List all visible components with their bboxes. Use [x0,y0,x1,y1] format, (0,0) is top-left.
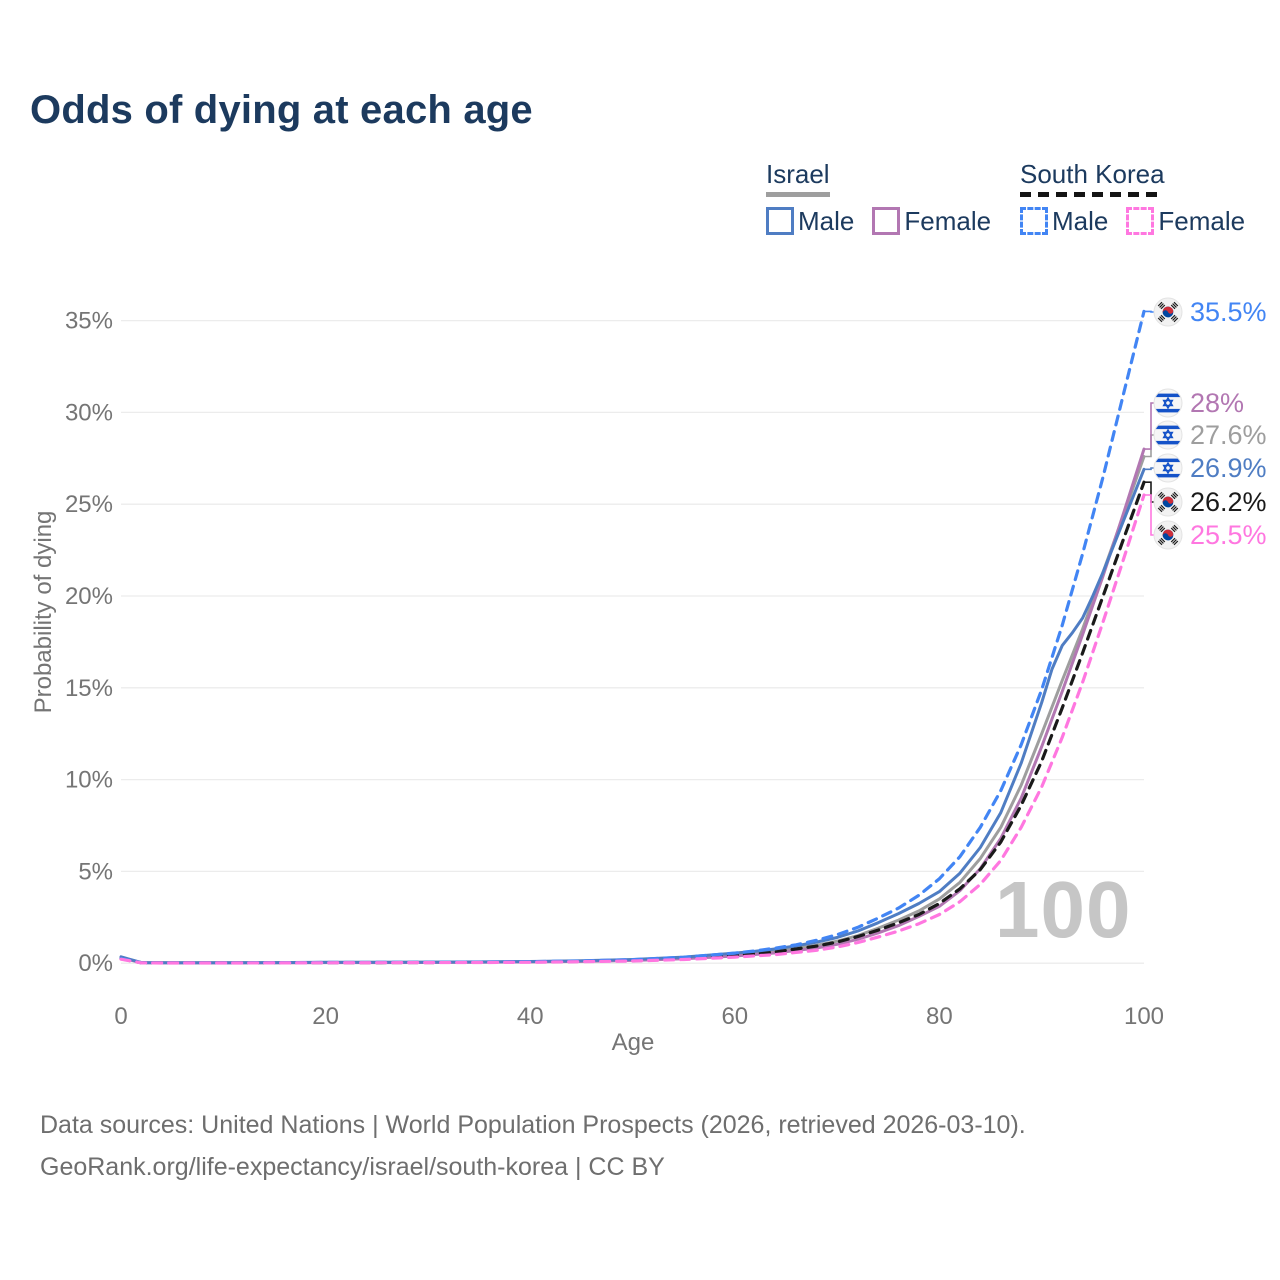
south-korea-female-swatch-icon [1126,207,1155,236]
line-south-korea-male[interactable] [119,309,1146,965]
y-tick-label: 10% [65,767,113,794]
chart-title: Odds of dying at each age [30,88,533,132]
x-tick-label: 0 [114,1003,127,1030]
line-israel-female[interactable] [119,447,1146,965]
line-south-korea-average[interactable] [119,480,1146,965]
israel-flag-icon [1153,454,1183,482]
end-label-israel-male: 26.9% [1190,453,1267,483]
end-label-south-korea-female: 25.5% [1190,520,1267,550]
end-label-south-korea-male: 35.5% [1190,297,1267,327]
israel-line-sample [766,191,830,197]
x-tick-label: 40 [517,1003,544,1030]
gridlines [121,319,1144,964]
line-israel-average[interactable] [119,455,1146,965]
end-label-israel-female: 28% [1190,388,1244,418]
x-tick-label: 20 [312,1003,339,1030]
legend-item-south-korea-male[interactable]: Male [1020,206,1108,237]
line-south-korea-female[interactable] [119,493,1146,965]
x-tick-label: 100 [1124,1003,1164,1030]
legend-item-label: Male [798,205,855,236]
y-tick-label: 5% [78,858,113,885]
legend: Israel Male Female South Korea [766,160,1245,237]
y-tick-label: 25% [65,491,113,518]
hover-age-watermark: 100 [995,865,1132,954]
y-tick-label: 0% [78,950,113,977]
south-korea-line-sample [1020,191,1163,197]
y-tick-label: 30% [65,399,113,426]
south-korea-flag-icon [1153,487,1183,517]
south-korea-flag-icon [1153,297,1183,327]
legend-item-label: Female [904,205,992,236]
x-axis-title: Age [611,1029,655,1056]
x-tick-label: 80 [926,1003,953,1030]
south-korea-flag-icon [1153,520,1183,550]
end-label-israel-average: 27.6% [1190,420,1267,450]
israel-flag-icon [1153,389,1183,417]
israel-male-swatch-icon [766,207,794,236]
legend-item-label: Female [1158,205,1246,236]
line-israel-male[interactable] [119,467,1146,965]
legend-item-israel-male[interactable]: Male [766,206,854,237]
y-tick-label: 35% [65,308,113,335]
south-korea-male-swatch-icon [1020,207,1048,236]
chart-svg: 0% 5% 10% 15% 20% 25% 30% 35% 0 20 40 60 80 100 27.6%… [65,297,1267,1030]
israel-female-swatch-icon [872,207,901,236]
legend-item-label: Male [1052,205,1109,236]
series-lines [119,309,1146,965]
legend-item-israel-female[interactable]: Female [872,206,991,237]
source-note: Data sources: United Nations | World Pop… [40,1104,1026,1188]
legend-group-israel: Israel Male Female [766,160,1002,237]
y-tick-label: 15% [65,675,113,702]
end-label-south-korea-average: 26.2% [1190,487,1267,517]
leader-line [1144,402,1156,450]
source-url: GeoRank.org/life-expectancy/israel/south… [40,1153,665,1181]
legend-israel-label: Israel [766,159,830,189]
legend-item-south-korea-female[interactable]: Female [1126,206,1245,237]
y-tick-label: 20% [65,583,113,610]
x-tick-label: 60 [721,1003,748,1030]
legend-group-south-korea: South Korea Male Female [1020,160,1245,237]
israel-flag-icon [1153,421,1183,449]
legend-south-korea-label: South Korea [1020,159,1165,189]
end-value-labels: 27.6%28% 26.2% 26.9% 35.5% 25.5% [1144,297,1267,550]
source-line: Data sources: United Nations | World Pop… [40,1111,1026,1139]
axis-tick-labels: 0% 5% 10% 15% 20% 25% 30% 35% 0 20 40 60 80 100 [65,308,1164,1030]
